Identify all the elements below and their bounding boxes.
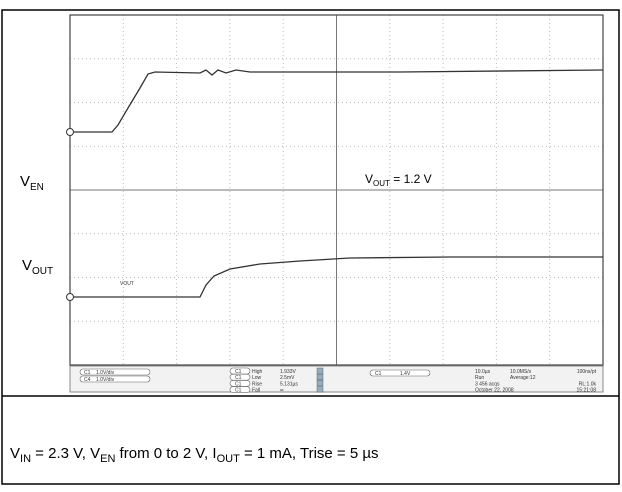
scope-border [69, 14, 604, 366]
meas-value: 1.933V [280, 369, 297, 375]
acq-text: 10.0MS/s [510, 369, 532, 375]
meas-value: ∞ [280, 388, 284, 394]
vout-label-sub: OUT [32, 266, 53, 277]
meas-name: Rise [252, 381, 262, 387]
caption-part: OUT [217, 453, 241, 465]
vout-marker [66, 293, 74, 301]
meas-ch: C1 [235, 369, 242, 375]
channel-id: C1 [84, 370, 91, 376]
meas-value: 5.131µs [280, 381, 298, 387]
trigger-level: 1.4V [400, 371, 411, 377]
ven-label: VEN [20, 173, 44, 193]
acq-text: RL:1.0k [579, 381, 597, 387]
scope-grid [70, 15, 603, 365]
trace-tag: VOUT [120, 281, 134, 287]
annotation-rest: = 1.2 V [390, 172, 432, 186]
meas-icon [316, 380, 324, 387]
meas-icon [316, 373, 324, 380]
acq-text: Average:12 [510, 375, 536, 381]
chip [369, 369, 431, 377]
caption-part: from 0 to 2 V, I [115, 445, 216, 462]
channel-scale: 1.0V/div [96, 370, 115, 376]
annotation: VOUT = 1.2 V [365, 172, 432, 188]
annotation-main: V [365, 172, 373, 186]
acq-text: Run [475, 375, 484, 381]
acq-text: 15:21:08 [577, 388, 597, 394]
acq-text: 10.0µs [475, 369, 491, 375]
caption-part: = 1 mA, Trise = 5 µs [240, 445, 379, 462]
vout-label: VOUT [22, 257, 53, 277]
vout-label-main: V [22, 257, 32, 274]
ven-trace [70, 69, 604, 133]
caption-part: IN [20, 453, 31, 465]
ven-marker [66, 128, 74, 136]
chip [79, 375, 151, 383]
meas-ch: C1 [235, 388, 242, 394]
caption-part: = 2.3 V, V [31, 445, 100, 462]
channel-scale: 1.0V/div [96, 377, 115, 383]
ven-label-sub: EN [30, 182, 44, 193]
meas-value: 2.5mV [280, 375, 295, 381]
acq-text: 3 456 acqs [475, 381, 500, 387]
meas-icon [316, 367, 324, 374]
trigger-ch: C1 [375, 371, 382, 377]
panel-bg [69, 365, 604, 393]
meas-name: Low [252, 375, 262, 381]
annotation-sub: OUT [373, 179, 390, 188]
caption: VIN = 2.3 V, VEN from 0 to 2 V, IOUT = 1… [10, 445, 379, 465]
vout-trace [70, 256, 603, 298]
chip [79, 368, 151, 376]
caption-part: V [10, 445, 20, 462]
meas-ch: C1 [235, 375, 242, 381]
caption-part: EN [100, 453, 115, 465]
meas-ch: C1 [235, 381, 242, 387]
meas-icon [316, 386, 324, 393]
info-panel: C1 1.0V/div C4 1.0V/div C1 High 1.933V C1 Low 2.5… [69, 365, 604, 394]
meas-name: High [252, 369, 263, 375]
meas-name: Fall [252, 388, 260, 394]
acq-text: October 22, 2008 [475, 388, 514, 394]
frame [1, 9, 620, 485]
ven-label-main: V [20, 173, 30, 190]
channel-id: C4 [84, 377, 91, 383]
chip [229, 386, 251, 393]
acq-text: 100ns/pt [577, 369, 597, 375]
